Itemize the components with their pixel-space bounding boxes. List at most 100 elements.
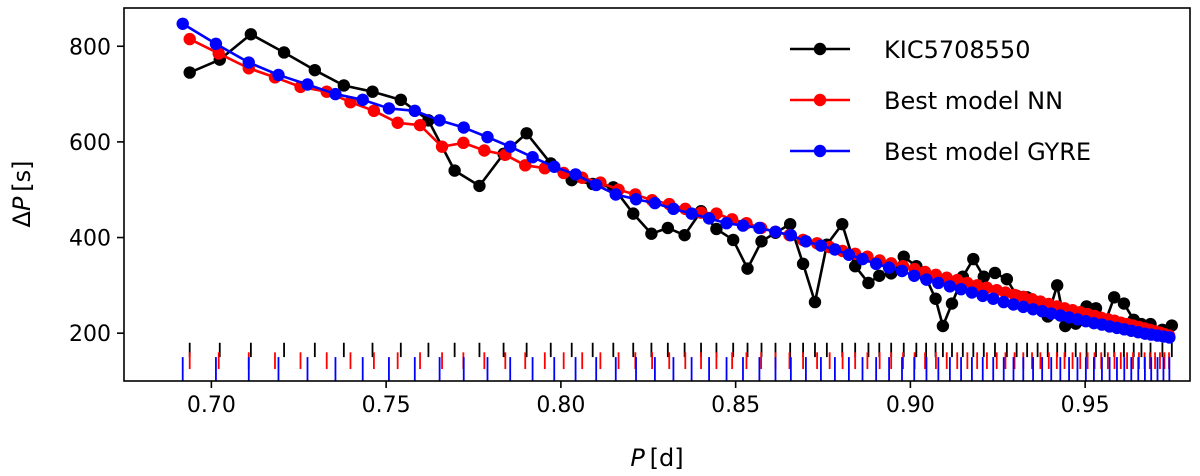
data-point	[337, 79, 351, 92]
y-axis: 200 400 600 800	[69, 35, 124, 347]
data-point	[183, 32, 196, 46]
y-axis-label-delta: Δ	[8, 210, 36, 227]
data-point	[433, 114, 446, 127]
data-point	[569, 168, 582, 181]
data-point	[726, 233, 740, 247]
data-point	[1050, 279, 1064, 292]
data-point	[895, 264, 909, 278]
legend-label: Best model NN	[884, 87, 1063, 115]
data-point	[627, 207, 640, 220]
data-point	[836, 217, 849, 231]
x-tick-label: 0.75	[362, 393, 411, 418]
data-point	[988, 266, 1002, 280]
x-axis-label-symbol: P	[630, 444, 645, 472]
data-point	[478, 144, 491, 157]
data-point	[1017, 300, 1030, 314]
y-axis-label: ΔP [s]	[8, 161, 36, 228]
data-point	[967, 252, 980, 266]
data-point	[977, 270, 990, 283]
data-point	[473, 179, 486, 193]
data-point	[457, 136, 470, 150]
data-point	[753, 221, 766, 235]
data-point	[945, 297, 959, 310]
data-point	[366, 85, 379, 98]
data-point	[828, 243, 842, 256]
data-point	[965, 286, 979, 299]
data-point	[242, 56, 255, 69]
data-point	[769, 225, 782, 238]
data-point	[176, 17, 189, 30]
data-point	[277, 46, 291, 59]
data-point	[391, 116, 404, 129]
y-tick-label: 800	[69, 35, 111, 60]
data-point	[976, 289, 989, 303]
data-point	[755, 235, 768, 248]
data-point	[808, 295, 822, 309]
data-point	[710, 222, 723, 236]
data-point	[678, 228, 691, 242]
x-axis: 0.70 0.75 0.80 0.85 0.90 0.95	[187, 381, 1110, 418]
data-point	[301, 78, 314, 91]
data-point	[702, 212, 716, 225]
series-2	[176, 17, 1176, 344]
data-point	[209, 37, 223, 51]
y-tick-label: 600	[69, 131, 111, 156]
x-tick-label: 0.90	[886, 393, 935, 418]
legend-marker	[813, 93, 827, 107]
data-point	[520, 127, 533, 140]
data-point	[720, 216, 733, 230]
data-point	[382, 102, 396, 115]
data-point	[629, 193, 643, 206]
data-point	[799, 235, 813, 248]
data-point	[272, 68, 285, 82]
plot-frame	[123, 7, 1191, 382]
data-point	[648, 196, 662, 210]
data-point	[784, 228, 798, 242]
data-point	[736, 219, 750, 232]
data-point	[408, 104, 421, 118]
y-axis-label-unit: [s]	[8, 161, 36, 197]
data-point	[589, 178, 603, 192]
data-point	[932, 276, 945, 290]
series-layer	[176, 17, 1179, 344]
data-point	[862, 276, 875, 290]
data-point	[908, 269, 921, 282]
y-tick-label: 200	[69, 322, 111, 347]
data-point	[796, 257, 810, 271]
y-axis-label-symbol: P	[8, 196, 36, 211]
data-point	[329, 87, 342, 101]
data-point	[526, 151, 539, 164]
data-point	[548, 160, 561, 173]
data-point	[869, 257, 883, 271]
data-point	[882, 261, 896, 274]
data-point	[1007, 298, 1020, 311]
x-tick-label: 0.70	[187, 393, 236, 418]
data-point	[661, 221, 675, 235]
data-point	[1117, 297, 1131, 310]
data-point	[413, 118, 427, 132]
data-point	[212, 47, 225, 60]
data-point	[842, 248, 856, 261]
data-point	[685, 207, 698, 220]
series-line	[182, 22, 1170, 339]
data-point	[435, 140, 449, 153]
data-point	[920, 273, 933, 286]
data-point	[936, 319, 950, 333]
data-point	[741, 262, 754, 275]
data-point	[504, 140, 517, 153]
data-point	[448, 164, 461, 177]
legend-label: KIC5708550	[884, 36, 1030, 64]
data-point	[1107, 291, 1121, 304]
x-tick-label: 0.80	[536, 393, 585, 418]
period-markers	[181, 342, 1173, 381]
data-point	[519, 159, 532, 172]
data-point	[954, 282, 968, 296]
data-point	[356, 93, 369, 107]
data-point	[856, 252, 869, 266]
data-point	[897, 250, 910, 263]
data-point	[1163, 331, 1176, 344]
data-point	[1165, 319, 1179, 332]
legend: KIC5708550 Best model NN Best model GYRE	[790, 36, 1091, 166]
series-line	[189, 32, 1173, 332]
